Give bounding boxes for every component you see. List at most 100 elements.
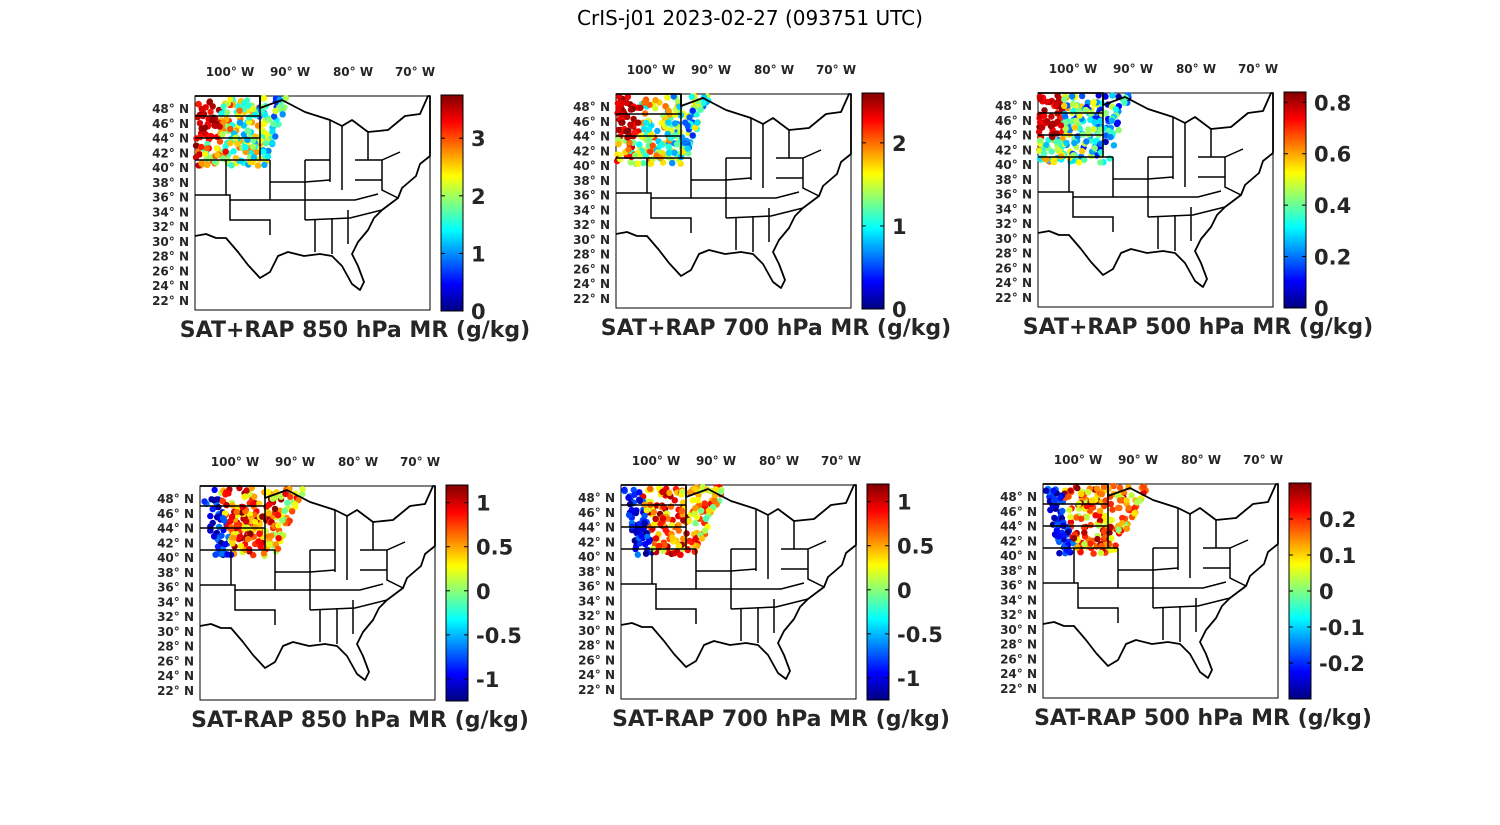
lat-label: 36° N xyxy=(1000,579,1037,593)
swath-point xyxy=(642,550,650,557)
swath-point xyxy=(265,510,273,517)
state-border xyxy=(696,568,757,572)
swath-point xyxy=(652,105,659,112)
swath-point xyxy=(1055,533,1062,540)
state-border xyxy=(730,598,809,610)
swath-point xyxy=(1133,499,1141,506)
swath-point xyxy=(680,517,687,524)
swath-point xyxy=(644,533,651,540)
lat-label: 28° N xyxy=(573,248,610,262)
swath-point xyxy=(209,505,216,513)
lon-label: 90° W xyxy=(1113,62,1153,76)
swath-point xyxy=(661,541,668,549)
swath-point xyxy=(641,512,648,520)
swath-point xyxy=(1090,126,1097,133)
swath-point xyxy=(1102,93,1109,100)
swath-point xyxy=(717,488,724,496)
lat-label: 26° N xyxy=(578,653,615,667)
swath-point xyxy=(212,551,219,558)
swath-point xyxy=(619,119,626,126)
lat-label: 34° N xyxy=(578,594,615,608)
swath-point xyxy=(269,128,276,135)
swath-point xyxy=(1067,118,1075,125)
swath-point xyxy=(215,523,223,531)
lat-label: 38° N xyxy=(1000,564,1037,578)
lat-label: 44° N xyxy=(152,132,189,146)
colorbar xyxy=(866,483,890,701)
swath-point xyxy=(299,491,306,498)
lat-label: 28° N xyxy=(152,250,189,264)
swath-point xyxy=(625,146,632,153)
lat-label: 38° N xyxy=(578,565,615,579)
swath-point xyxy=(669,516,676,524)
swath-point xyxy=(1116,497,1124,504)
swath-point xyxy=(1077,490,1085,498)
state-border xyxy=(1077,588,1119,623)
swath-point xyxy=(223,501,230,509)
swath-point xyxy=(227,125,234,133)
swath-point xyxy=(272,133,279,140)
swath-point xyxy=(269,495,276,502)
swath-point xyxy=(665,119,672,126)
lat-label: 46° N xyxy=(578,506,615,520)
swath-point xyxy=(632,152,639,159)
swath-point xyxy=(210,496,218,504)
swath-point xyxy=(260,148,267,155)
swath-point xyxy=(671,120,679,127)
state-border xyxy=(1224,157,1242,196)
swath-point xyxy=(686,114,693,121)
colorbar-tick-label: 0.8 xyxy=(1314,91,1351,115)
swath-point xyxy=(679,488,686,495)
swath-point xyxy=(691,510,698,517)
state-border xyxy=(726,191,800,199)
swath-point xyxy=(1078,92,1086,100)
swath-point xyxy=(638,532,645,540)
panel-caption: SAT-RAP 500 hPa MR (g/kg) xyxy=(1034,706,1372,731)
swath-point xyxy=(250,154,258,161)
lat-label: 36° N xyxy=(995,188,1032,202)
map-panel-sat-rap-diff-500: 100° W 90° W 80° W 70° W 48° N 46° N 44° N 42° … xyxy=(968,448,1438,748)
swath-point xyxy=(254,162,262,169)
swath-point xyxy=(651,520,658,528)
swath-point xyxy=(645,538,652,545)
lat-label: 34° N xyxy=(152,205,189,219)
swath-point xyxy=(1047,506,1054,514)
state-border xyxy=(310,583,384,591)
lat-label: 22° N xyxy=(1000,682,1037,696)
colorbar-tick-label: 2 xyxy=(892,132,907,156)
swath-point xyxy=(218,532,225,539)
swath-point xyxy=(299,486,306,493)
swath-point xyxy=(627,121,634,128)
lat-label: 26° N xyxy=(157,654,194,668)
swath-point xyxy=(1078,515,1085,522)
lat-label: 32° N xyxy=(578,609,615,623)
state-border xyxy=(309,599,388,611)
swath-point xyxy=(1056,139,1063,146)
swath-point xyxy=(692,486,699,493)
lon-label: 80° W xyxy=(1181,453,1221,467)
swath-point xyxy=(692,124,699,131)
swath-point xyxy=(1090,99,1097,107)
swath-point xyxy=(202,151,209,158)
swath-point xyxy=(284,499,291,506)
swath-point xyxy=(1119,514,1126,522)
swath-point xyxy=(675,542,683,550)
swath-point xyxy=(237,533,244,540)
swath-point xyxy=(1100,528,1108,535)
lat-label: 26° N xyxy=(152,264,189,278)
swath-point xyxy=(1128,492,1135,499)
swath-point xyxy=(1061,96,1068,103)
lat-label: 22° N xyxy=(995,291,1032,305)
lat-label: 30° N xyxy=(157,625,194,639)
swath-point xyxy=(1088,497,1095,504)
swath-point xyxy=(1051,497,1058,504)
swath-point xyxy=(1100,483,1108,490)
swath-point xyxy=(1036,119,1044,126)
swath-point xyxy=(1036,137,1044,144)
lon-label: 90° W xyxy=(275,455,315,469)
swath-point xyxy=(249,143,257,150)
lat-label: 38° N xyxy=(573,174,610,188)
swath-point xyxy=(1108,535,1115,542)
country-outline xyxy=(194,95,431,291)
swath-point xyxy=(1115,526,1122,533)
